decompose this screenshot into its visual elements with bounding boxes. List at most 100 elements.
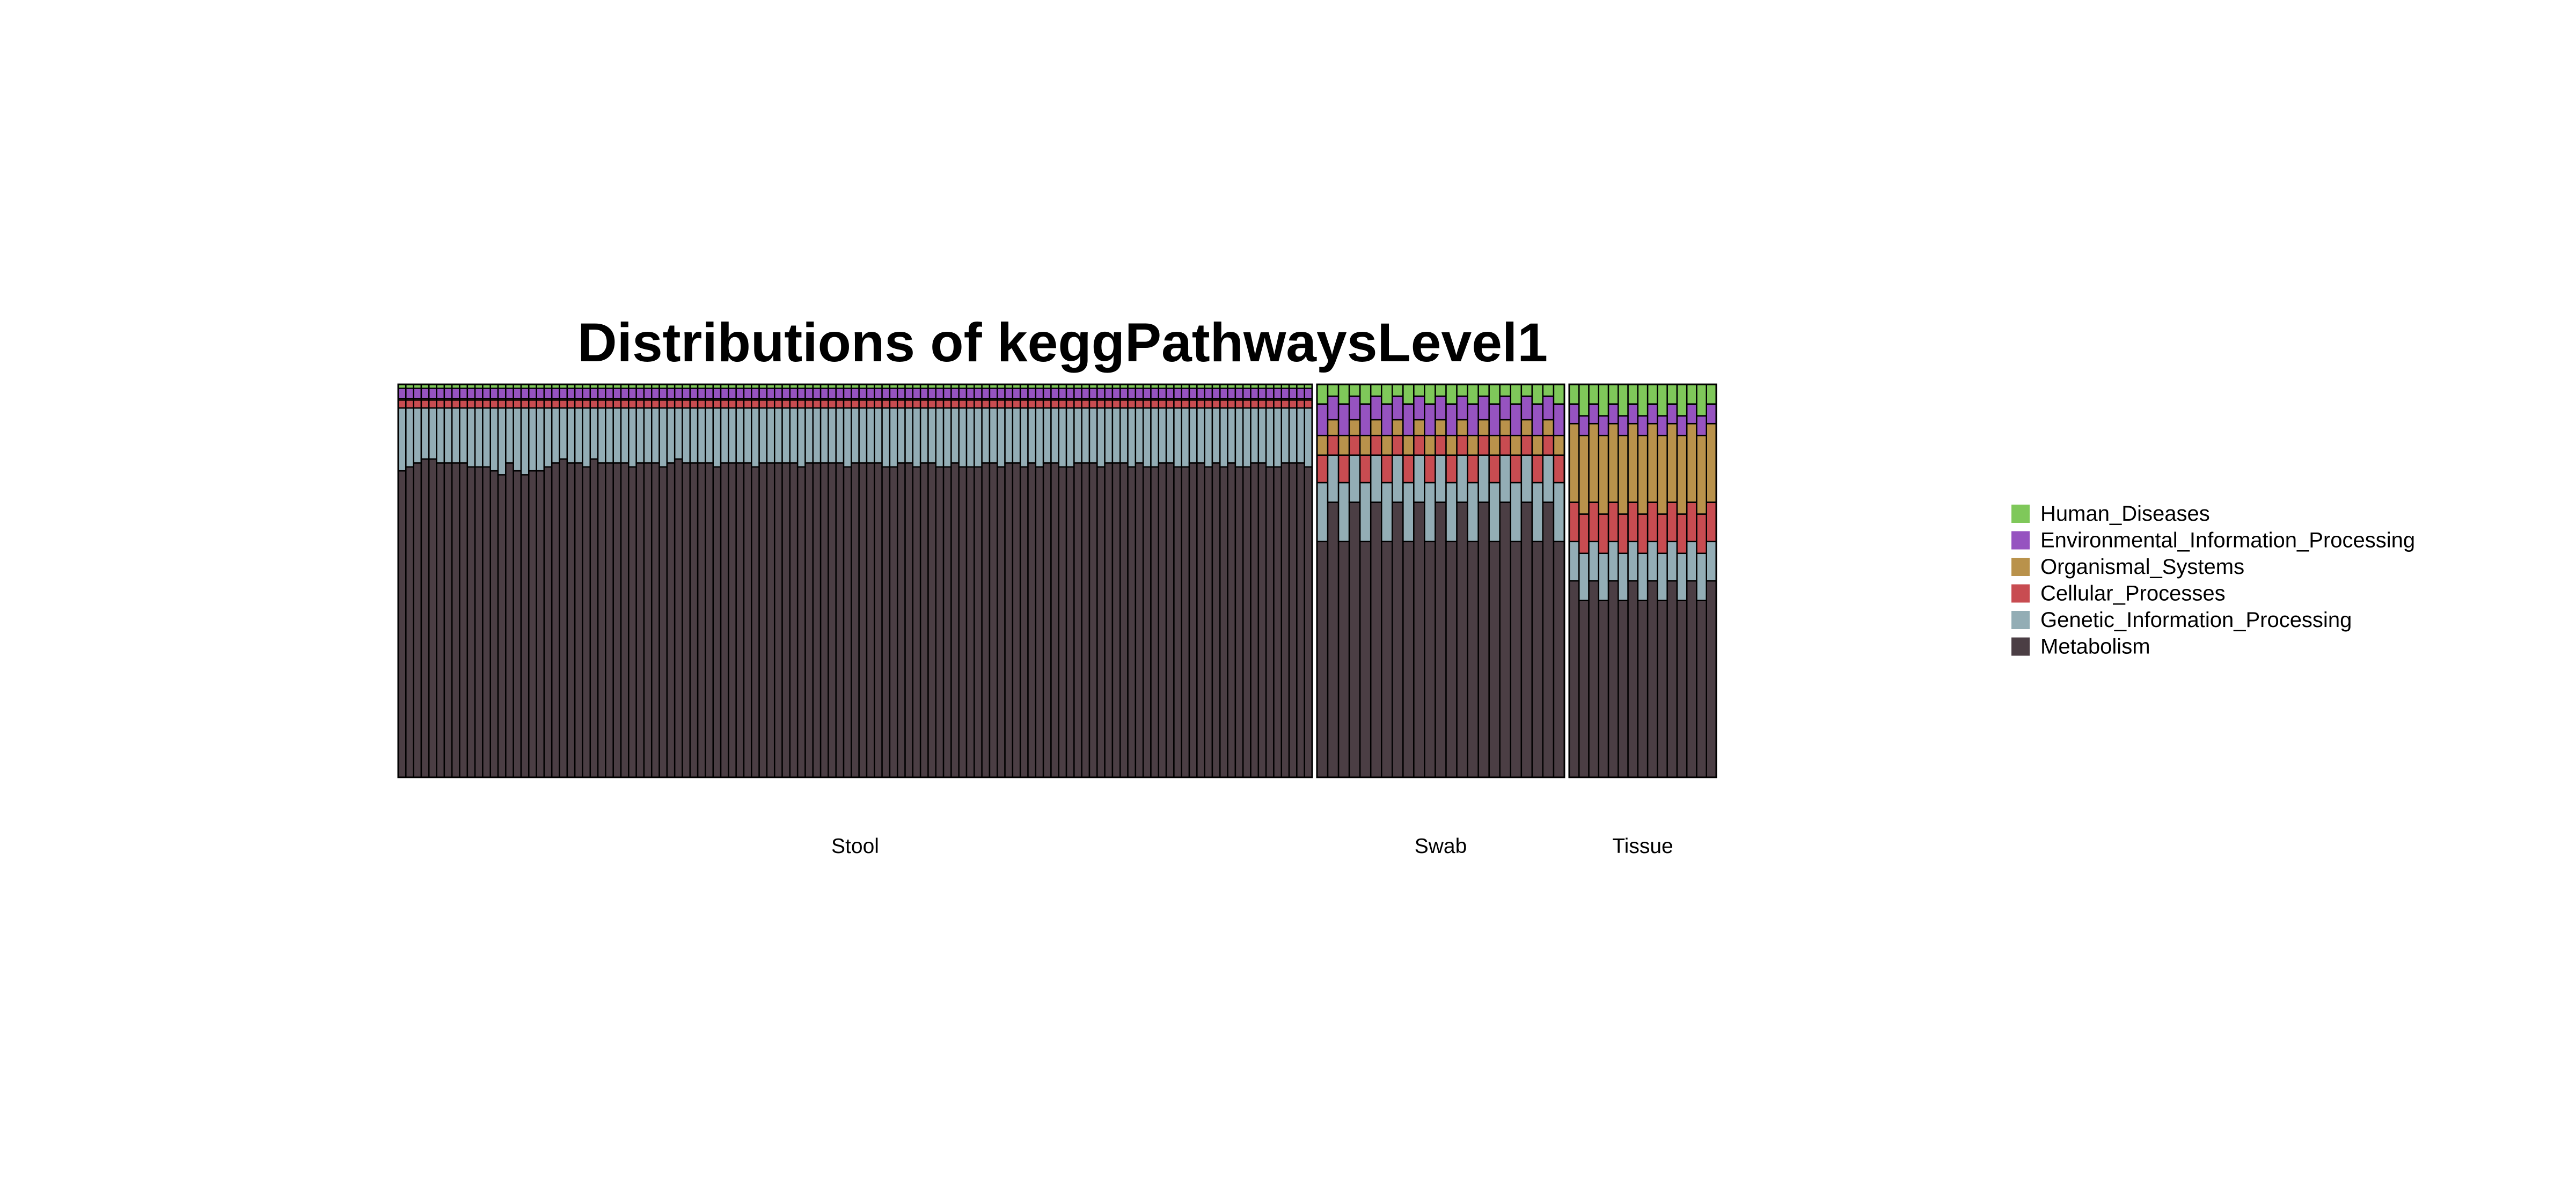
bar-segment-metabolism: [1696, 600, 1707, 778]
bar-segment-metabolism: [428, 458, 437, 778]
bar-segment-metabolism: [1348, 501, 1361, 778]
bar-segment-metabolism: [1607, 580, 1619, 778]
bar-segment-cellular-processes: [1676, 513, 1688, 555]
bar-segment-environmental-information-processing: [1568, 403, 1580, 425]
bar-segment-cellular-processes: [1337, 454, 1350, 484]
bar-segment-genetic-information-processing: [1073, 407, 1082, 464]
bar-segment-cellular-processes: [474, 399, 484, 409]
legend-item: Genetic_Information_Processing: [2011, 608, 2352, 632]
bar-segment-human-diseases: [1402, 383, 1415, 405]
bar-segment-environmental-information-processing: [1035, 388, 1044, 399]
bar-segment-metabolism: [658, 466, 668, 778]
bar-segment-cellular-processes: [1381, 454, 1393, 484]
bar-segment-metabolism: [451, 462, 460, 778]
bar-segment-environmental-information-processing: [758, 388, 768, 399]
bar-segment-genetic-information-processing: [1104, 407, 1114, 464]
bar-segment-genetic-information-processing: [612, 407, 622, 464]
group-label: Stool: [831, 835, 879, 858]
panel-stool: [397, 383, 1313, 778]
bar-segment-genetic-information-processing: [1050, 407, 1059, 464]
bar-segment-human-diseases: [1588, 383, 1600, 405]
legend-label: Metabolism: [2040, 635, 2150, 659]
bar-segment-environmental-information-processing: [1250, 388, 1260, 399]
bar-segment-cellular-processes: [751, 399, 760, 409]
bar-segment-metabolism: [950, 462, 960, 778]
panel-swab: [1316, 383, 1565, 778]
bar-segment-genetic-information-processing: [1181, 407, 1190, 468]
bar-segment-cellular-processes: [413, 399, 422, 409]
bar-segment-environmental-information-processing: [1499, 395, 1512, 421]
bar-segment-metabolism: [1150, 466, 1160, 778]
bar-segment-metabolism: [1467, 541, 1479, 778]
bar-segment-genetic-information-processing: [881, 407, 891, 468]
bar-segment-genetic-information-processing: [635, 407, 645, 464]
bar-segment-organismal-systems: [1706, 422, 1717, 503]
bar-segment-genetic-information-processing: [1273, 407, 1283, 468]
bar-segment-cellular-processes: [1242, 399, 1252, 409]
bar-segment-environmental-information-processing: [635, 388, 645, 399]
bar-segment-environmental-information-processing: [958, 388, 968, 399]
bar-segment-cellular-processes: [428, 399, 437, 409]
bar-segment-cellular-processes: [965, 399, 975, 409]
bar-segment-environmental-information-processing: [474, 388, 484, 399]
bar-segment-metabolism: [1424, 541, 1436, 778]
bar-segment-metabolism: [1402, 541, 1415, 778]
bar-segment-environmental-information-processing: [1242, 388, 1252, 399]
bar-segment-metabolism: [1242, 466, 1252, 778]
bar-segment-genetic-information-processing: [1637, 552, 1649, 601]
bar-segment-organismal-systems: [1499, 419, 1512, 436]
bar-segment-genetic-information-processing: [1327, 454, 1340, 503]
bar-segment-genetic-information-processing: [743, 407, 752, 464]
bar-segment-genetic-information-processing: [436, 407, 445, 464]
bar-segment-organismal-systems: [1627, 422, 1639, 503]
bar-segment-environmental-information-processing: [1657, 415, 1668, 436]
bar-segment-genetic-information-processing: [1467, 482, 1479, 543]
bar-segment-genetic-information-processing: [1242, 407, 1252, 468]
bar-segment-environmental-information-processing: [1588, 403, 1600, 425]
bar-segment-cellular-processes: [705, 399, 714, 409]
bar-segment-metabolism: [1135, 462, 1144, 778]
bar-segment-metabolism: [1081, 462, 1091, 778]
bar-segment-environmental-information-processing: [1004, 388, 1014, 399]
bar-segment-environmental-information-processing: [781, 388, 791, 399]
bar-segment-environmental-information-processing: [1219, 388, 1228, 399]
bar-segment-metabolism: [981, 462, 991, 778]
bar-segment-metabolism: [728, 462, 737, 778]
bar-segment-metabolism: [1327, 501, 1340, 778]
bar-segment-metabolism: [919, 462, 929, 778]
bar-segment-cellular-processes: [1012, 399, 1021, 409]
bar-segment-cellular-processes: [1499, 434, 1512, 456]
bar-segment-metabolism: [505, 462, 514, 778]
bar-segment-metabolism: [413, 462, 422, 778]
legend-item: Cellular_Processes: [2011, 582, 2226, 606]
bar-segment-cellular-processes: [997, 399, 1006, 409]
bar-segment-genetic-information-processing: [1706, 541, 1717, 582]
bar-segment-cellular-processes: [697, 399, 706, 409]
bar-segment-cellular-processes: [1657, 513, 1668, 555]
bar-segment-genetic-information-processing: [1058, 407, 1067, 468]
bar-segment-environmental-information-processing: [1027, 388, 1037, 399]
bar-segment-environmental-information-processing: [1510, 403, 1523, 436]
bar-segment-genetic-information-processing: [851, 407, 860, 464]
bar-segment-environmental-information-processing: [1531, 403, 1544, 436]
bar-segment-genetic-information-processing: [1588, 541, 1600, 582]
bar-segment-organismal-systems: [1676, 434, 1688, 515]
bar-segment-metabolism: [1666, 580, 1678, 778]
bar-segment-cellular-processes: [1050, 399, 1059, 409]
bar-segment-cellular-processes: [812, 399, 822, 409]
bar-segment-cellular-processes: [1257, 399, 1267, 409]
bar-segment-metabolism: [1050, 462, 1059, 778]
bar-segment-metabolism: [1646, 580, 1658, 778]
bar-segment-environmental-information-processing: [1348, 395, 1361, 421]
bar-segment-environmental-information-processing: [1135, 388, 1144, 399]
bar-segment-metabolism: [835, 462, 845, 778]
bar-segment-metabolism: [1257, 462, 1267, 778]
bar-segment-cellular-processes: [1035, 399, 1044, 409]
bar-segment-cellular-processes: [620, 399, 630, 409]
bar-segment-metabolism: [874, 462, 883, 778]
bar-segment-cellular-processes: [1065, 399, 1075, 409]
bar-segment-genetic-information-processing: [1445, 482, 1458, 543]
bar-segment-cellular-processes: [735, 399, 745, 409]
bar-segment-metabolism: [1381, 541, 1393, 778]
panel-frame: [1316, 383, 1565, 778]
